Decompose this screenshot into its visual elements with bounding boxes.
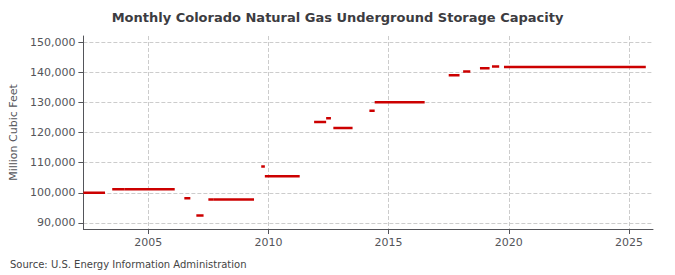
svg-text:120,000: 120,000: [30, 126, 76, 139]
svg-text:2015: 2015: [375, 236, 403, 249]
svg-text:2025: 2025: [615, 236, 643, 249]
svg-text:2005: 2005: [134, 236, 162, 249]
svg-text:90,000: 90,000: [37, 216, 76, 229]
svg-text:2010: 2010: [254, 236, 282, 249]
svg-text:130,000: 130,000: [30, 96, 76, 109]
svg-text:Monthly Colorado Natural Gas U: Monthly Colorado Natural Gas Underground…: [112, 10, 564, 25]
svg-text:150,000: 150,000: [30, 36, 76, 49]
svg-text:Million Cubic Feet: Million Cubic Feet: [7, 83, 20, 180]
svg-text:100,000: 100,000: [30, 186, 76, 199]
svg-text:140,000: 140,000: [30, 66, 76, 79]
svg-text:2020: 2020: [495, 236, 523, 249]
svg-text:110,000: 110,000: [30, 156, 76, 169]
svg-text:Source: U.S. Energy Informatio: Source: U.S. Energy Information Administ…: [10, 259, 247, 270]
